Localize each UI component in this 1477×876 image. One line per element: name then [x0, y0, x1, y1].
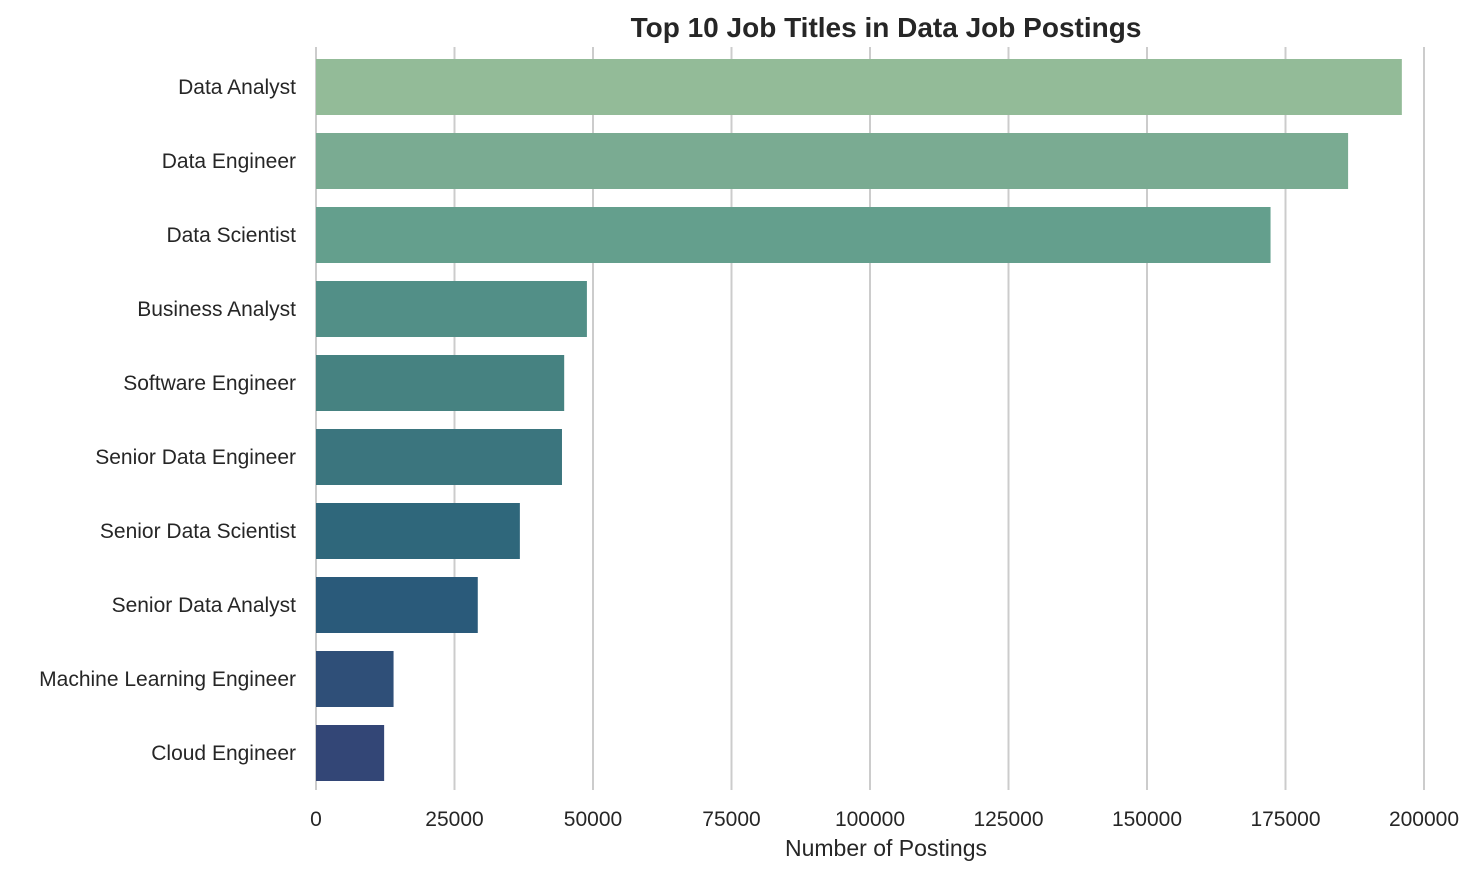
x-tick-label-8: 200000 — [1389, 808, 1459, 831]
x-tick-label-4: 100000 — [835, 808, 905, 831]
category-label-3: Business Analyst — [137, 298, 296, 321]
category-label-2: Data Scientist — [166, 224, 296, 247]
x-tick-label-2: 50000 — [564, 808, 622, 831]
bar-1 — [316, 133, 1349, 189]
x-tick-label-5: 125000 — [973, 808, 1043, 831]
category-labels: Data Analyst Data Engineer Data Scientist B… — [39, 76, 296, 765]
category-label-9: Cloud Engineer — [151, 742, 296, 765]
bar-8 — [316, 651, 394, 707]
category-label-6: Senior Data Scientist — [100, 520, 296, 543]
bar-5 — [316, 429, 562, 485]
x-tick-label-1: 25000 — [425, 808, 483, 831]
bar-0 — [316, 59, 1402, 115]
chart-title: Top 10 Job Titles in Data Job Postings — [631, 12, 1142, 43]
x-tick-label-3: 75000 — [702, 808, 760, 831]
category-label-1: Data Engineer — [162, 150, 296, 173]
bar-4 — [316, 355, 565, 411]
category-label-8: Machine Learning Engineer — [39, 668, 296, 691]
x-tick-label-0: 0 — [310, 808, 322, 831]
bar-9 — [316, 725, 385, 781]
x-tick-label-7: 175000 — [1250, 808, 1320, 831]
bar-3 — [316, 281, 587, 337]
category-label-5: Senior Data Engineer — [95, 446, 296, 469]
x-tick-labels: 0 25000 50000 75000 100000 125000 150000 175000… — [310, 808, 1459, 831]
category-label-7: Senior Data Analyst — [112, 594, 297, 617]
x-tick-label-6: 150000 — [1112, 808, 1182, 831]
bars — [316, 59, 1402, 781]
x-axis-label: Number of Postings — [785, 835, 987, 861]
category-label-0: Data Analyst — [178, 76, 296, 99]
category-label-4: Software Engineer — [123, 372, 296, 395]
bar-2 — [316, 207, 1271, 263]
bar-7 — [316, 577, 478, 633]
bar-6 — [316, 503, 520, 559]
